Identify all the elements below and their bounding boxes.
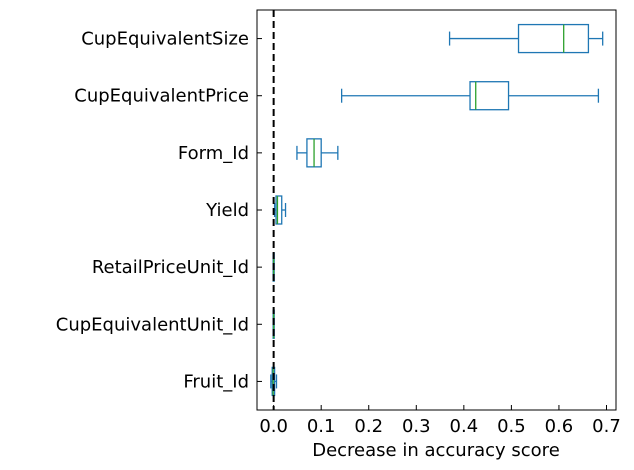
y-tick-label: CupEquivalentPrice	[74, 86, 249, 107]
x-tick-label: 0.5	[497, 416, 526, 437]
box-iqr	[517, 23, 590, 54]
x-tick-label: 0.7	[592, 416, 621, 437]
x-tick-label: 0.3	[402, 416, 431, 437]
x-tick-label: 0.1	[307, 416, 336, 437]
y-tick-label: Fruit_Id	[183, 371, 249, 392]
y-tick-label: Yield	[205, 200, 249, 221]
y-tick-label: CupEquivalentUnit_Id	[56, 314, 249, 335]
box-iqr	[275, 195, 283, 225]
x-tick-label: 0.4	[450, 416, 479, 437]
x-tick-label: 0.0	[259, 416, 288, 437]
axes-layer: 0.0 0.1 0.2 0.3 0.4 0.5 0.6 0.7 CupEquivalentSiz…	[56, 9, 621, 437]
plot-frame	[256, 9, 617, 411]
y-tick-label: Form_Id	[178, 143, 249, 164]
y-tick-label: RetailPriceUnit_Id	[92, 257, 249, 278]
x-tick-label: 0.6	[545, 416, 574, 437]
x-tick-label: 0.2	[354, 416, 383, 437]
boxes-layer	[270, 23, 604, 397]
x-axis-title: Decrease in accuracy score	[312, 440, 560, 461]
y-tick-label: CupEquivalentSize	[81, 29, 249, 50]
box-iqr	[469, 81, 510, 111]
